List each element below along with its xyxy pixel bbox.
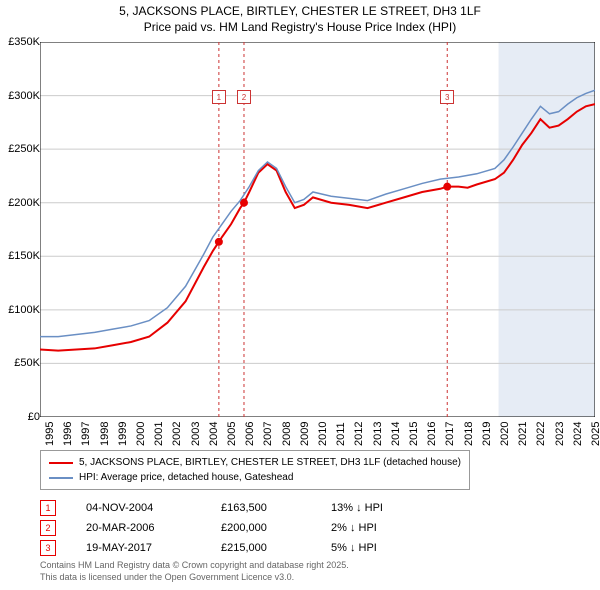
y-tick-label: £100K <box>8 304 40 316</box>
x-tick-label: 2020 <box>499 422 511 446</box>
transaction-price: £163,500 <box>221 502 331 514</box>
transaction-price: £215,000 <box>221 542 331 554</box>
attribution-line2: This data is licensed under the Open Gov… <box>40 572 349 584</box>
x-tick-label: 2022 <box>535 422 547 446</box>
y-tick-label: £0 <box>28 411 40 423</box>
y-tick-label: £250K <box>8 143 40 155</box>
x-tick-label: 2011 <box>335 422 347 446</box>
x-tick-label: 1997 <box>80 422 92 446</box>
x-tick-label: 2013 <box>372 422 384 446</box>
x-tick-label: 2001 <box>153 422 165 446</box>
transaction-date: 19-MAY-2017 <box>86 542 221 554</box>
transaction-delta: 5% ↓ HPI <box>331 542 431 554</box>
chart-marker-3: 3 <box>440 90 454 104</box>
title-line2: Price paid vs. HM Land Registry's House … <box>0 20 600 36</box>
legend-swatch <box>49 462 73 464</box>
legend-swatch <box>49 477 73 479</box>
transaction-date: 20-MAR-2006 <box>86 522 221 534</box>
transaction-marker-icon: 3 <box>40 540 56 556</box>
x-tick-label: 2019 <box>481 422 493 446</box>
x-tick-label: 1999 <box>117 422 129 446</box>
x-tick-label: 1996 <box>62 422 74 446</box>
x-tick-label: 2025 <box>590 422 600 446</box>
x-tick-label: 2010 <box>317 422 329 446</box>
x-tick-label: 2017 <box>444 422 456 446</box>
chart-marker-2: 2 <box>237 90 251 104</box>
chart-marker-1: 1 <box>212 90 226 104</box>
x-tick-label: 2003 <box>190 422 202 446</box>
x-tick-label: 2008 <box>281 422 293 446</box>
attribution: Contains HM Land Registry data © Crown c… <box>40 560 349 583</box>
title-line1: 5, JACKSONS PLACE, BIRTLEY, CHESTER LE S… <box>0 4 600 20</box>
x-tick-label: 2007 <box>262 422 274 446</box>
y-tick-label: £150K <box>8 250 40 262</box>
transaction-row: 1 04-NOV-2004£163,50013% ↓ HPI <box>40 498 431 518</box>
transaction-row: 2 20-MAR-2006£200,0002% ↓ HPI <box>40 518 431 538</box>
transaction-marker-icon: 1 <box>40 500 56 516</box>
x-tick-label: 2024 <box>572 422 584 446</box>
y-tick-label: £300K <box>8 90 40 102</box>
transaction-date: 04-NOV-2004 <box>86 502 221 514</box>
transaction-row: 3 19-MAY-2017£215,0005% ↓ HPI <box>40 538 431 558</box>
x-tick-label: 2021 <box>517 422 529 446</box>
x-tick-label: 2016 <box>426 422 438 446</box>
y-tick-label: £50K <box>14 357 40 369</box>
legend-item: HPI: Average price, detached house, Gate… <box>49 470 461 485</box>
x-tick-label: 2004 <box>208 422 220 446</box>
transaction-marker-icon: 2 <box>40 520 56 536</box>
chart-container: 5, JACKSONS PLACE, BIRTLEY, CHESTER LE S… <box>0 0 600 590</box>
transaction-price: £200,000 <box>221 522 331 534</box>
chart-area <box>40 42 595 417</box>
attribution-line1: Contains HM Land Registry data © Crown c… <box>40 560 349 572</box>
legend: 5, JACKSONS PLACE, BIRTLEY, CHESTER LE S… <box>40 450 470 490</box>
transaction-table: 1 04-NOV-2004£163,50013% ↓ HPI 2 20-MAR-200… <box>40 498 431 558</box>
legend-label: 5, JACKSONS PLACE, BIRTLEY, CHESTER LE S… <box>79 455 461 470</box>
legend-item: 5, JACKSONS PLACE, BIRTLEY, CHESTER LE S… <box>49 455 461 470</box>
x-tick-label: 2006 <box>244 422 256 446</box>
x-tick-label: 1995 <box>44 422 56 446</box>
chart-svg <box>40 42 595 417</box>
legend-label: HPI: Average price, detached house, Gate… <box>79 470 293 485</box>
x-tick-label: 2014 <box>390 422 402 446</box>
x-tick-label: 2018 <box>463 422 475 446</box>
x-tick-label: 2005 <box>226 422 238 446</box>
x-tick-label: 2009 <box>299 422 311 446</box>
x-tick-label: 2012 <box>353 422 365 446</box>
x-tick-label: 2000 <box>135 422 147 446</box>
chart-title: 5, JACKSONS PLACE, BIRTLEY, CHESTER LE S… <box>0 0 600 35</box>
x-tick-label: 2023 <box>554 422 566 446</box>
transaction-delta: 13% ↓ HPI <box>331 502 431 514</box>
x-tick-label: 2002 <box>171 422 183 446</box>
y-tick-label: £200K <box>8 197 40 209</box>
transaction-delta: 2% ↓ HPI <box>331 522 431 534</box>
x-tick-label: 1998 <box>99 422 111 446</box>
y-tick-label: £350K <box>8 36 40 48</box>
x-tick-label: 2015 <box>408 422 420 446</box>
